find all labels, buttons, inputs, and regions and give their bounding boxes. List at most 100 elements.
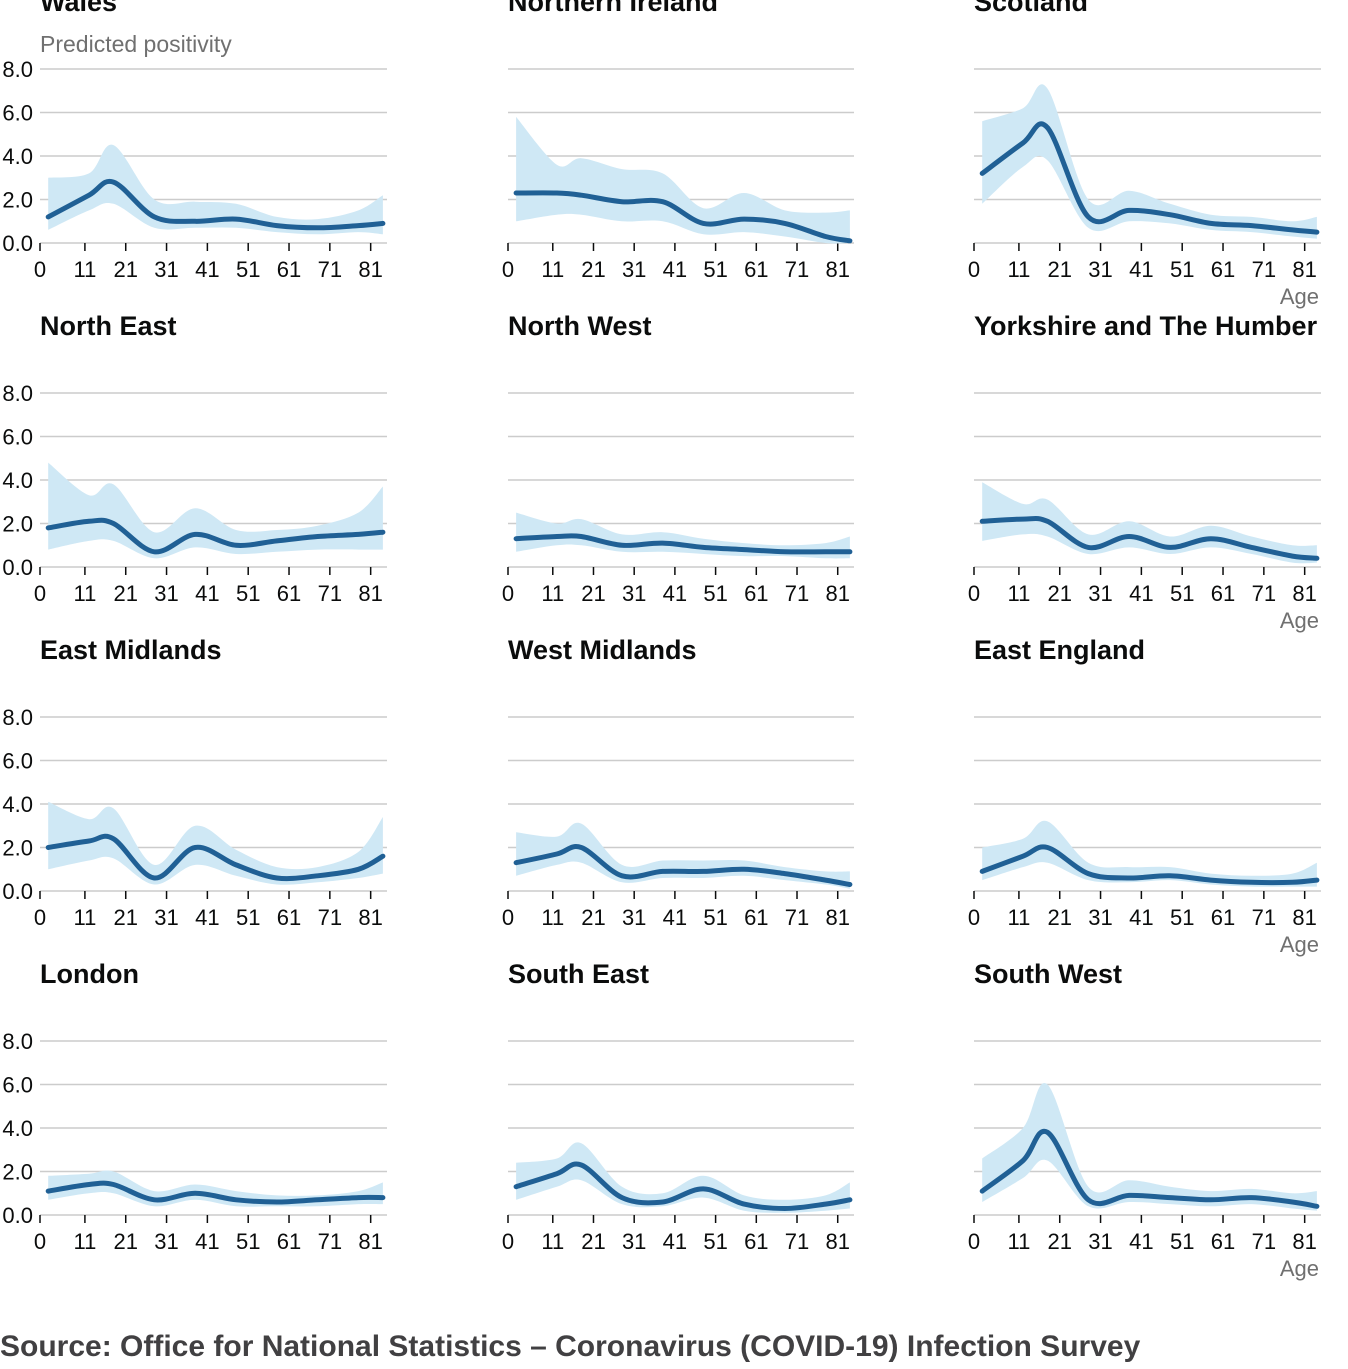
y-tick-label-north-east-4-0: 4.0 bbox=[2, 468, 33, 493]
y-tick-label-wales-8-0: 8.0 bbox=[2, 57, 33, 82]
panel-yorkshire-and-the-humber: Yorkshire and The Humber 0 11 21 31 41 51 61 71 8… bbox=[968, 311, 1321, 633]
x-tick-label-west-midlands-41: 41 bbox=[663, 905, 687, 930]
confidence-band-east-midlands bbox=[48, 801, 383, 885]
x-tick-label-north-west-21: 21 bbox=[581, 581, 605, 606]
panel-title-east-midlands: East Midlands bbox=[40, 635, 222, 665]
series-line-wales bbox=[45, 178, 386, 231]
x-tick-label-east-england-21: 21 bbox=[1047, 905, 1071, 930]
x-tick-label-west-midlands-61: 61 bbox=[744, 905, 768, 930]
panel-south-east: South East 0 11 21 31 41 51 61 71 81 bbox=[502, 959, 854, 1254]
x-tick-label-scotland-71: 71 bbox=[1252, 257, 1276, 282]
confidence-band-wales bbox=[48, 144, 383, 235]
x-tick-label-west-midlands-21: 21 bbox=[581, 905, 605, 930]
y-tick-label-north-east-0-0: 0.0 bbox=[2, 555, 33, 580]
x-tick-label-east-england-71: 71 bbox=[1252, 905, 1276, 930]
x-tick-label-wales-11: 11 bbox=[73, 257, 96, 282]
x-tick-label-scotland-51: 51 bbox=[1170, 257, 1194, 282]
x-tick-label-yorkshire-and-the-humber-31: 31 bbox=[1088, 581, 1112, 606]
panel-title-yorkshire-and-the-humber: Yorkshire and The Humber bbox=[974, 311, 1318, 341]
y-tick-label-london-8-0: 8.0 bbox=[2, 1029, 33, 1054]
y-tick-label-wales-4-0: 4.0 bbox=[2, 144, 33, 169]
x-tick-label-north-west-51: 51 bbox=[703, 581, 727, 606]
panel-london: London 0.0 2.0 4.0 6.0 8.0 0 11 21 31 41 51 61 71 81 bbox=[2, 959, 387, 1254]
y-tick-label-london-6-0: 6.0 bbox=[2, 1073, 33, 1098]
confidence-band-north-east bbox=[48, 462, 383, 559]
series-line-northern-ireland bbox=[513, 190, 853, 244]
x-tick-label-yorkshire-and-the-humber-21: 21 bbox=[1047, 581, 1071, 606]
x-tick-label-south-east-71: 71 bbox=[785, 1229, 809, 1254]
confidence-band-west-midlands bbox=[516, 822, 850, 889]
x-tick-label-south-east-31: 31 bbox=[622, 1229, 646, 1254]
x-tick-label-north-east-51: 51 bbox=[236, 581, 260, 606]
x-tick-label-scotland-41: 41 bbox=[1129, 257, 1153, 282]
x-tick-label-london-81: 81 bbox=[358, 1229, 382, 1254]
x-tick-label-yorkshire-and-the-humber-81: 81 bbox=[1292, 581, 1316, 606]
x-tick-label-east-midlands-0: 0 bbox=[34, 905, 46, 930]
x-tick-label-northern-ireland-51: 51 bbox=[703, 257, 727, 282]
x-tick-label-wales-41: 41 bbox=[195, 257, 219, 282]
panel-northern-ireland: Northern Ireland 0 11 21 31 41 51 61 71 81 bbox=[502, 0, 854, 282]
series-line-south-east bbox=[513, 1161, 853, 1211]
x-tick-label-north-west-81: 81 bbox=[825, 581, 849, 606]
y-tick-label-london-2-0: 2.0 bbox=[2, 1160, 33, 1185]
panel-title-london: London bbox=[40, 959, 139, 989]
panel-north-east: North East 0.0 2.0 4.0 6.0 8.0 0 11 21 31 41 51 61 71… bbox=[2, 311, 387, 606]
x-tick-label-east-midlands-41: 41 bbox=[195, 905, 219, 930]
series-line-north-east bbox=[45, 517, 386, 555]
x-axis-label-south-west: Age bbox=[1280, 1256, 1319, 1281]
series-line-west-midlands bbox=[513, 844, 853, 887]
x-tick-label-north-west-41: 41 bbox=[663, 581, 687, 606]
confidence-band-south-east bbox=[516, 1142, 850, 1213]
x-axis-label-east-england: Age bbox=[1280, 932, 1319, 957]
x-tick-label-south-east-51: 51 bbox=[703, 1229, 727, 1254]
y-tick-label-east-midlands-0-0: 0.0 bbox=[2, 879, 33, 904]
y-tick-label-london-4-0: 4.0 bbox=[2, 1116, 33, 1141]
x-tick-label-scotland-11: 11 bbox=[1007, 257, 1030, 282]
x-tick-label-london-0: 0 bbox=[34, 1229, 46, 1254]
x-tick-label-northern-ireland-11: 11 bbox=[541, 257, 564, 282]
x-tick-label-east-midlands-51: 51 bbox=[236, 905, 260, 930]
x-axis-label-yorkshire-and-the-humber: Age bbox=[1280, 608, 1319, 633]
panel-title-northern-ireland: Northern Ireland bbox=[508, 0, 718, 17]
x-tick-label-wales-81: 81 bbox=[358, 257, 382, 282]
x-tick-label-london-71: 71 bbox=[318, 1229, 342, 1254]
x-tick-label-yorkshire-and-the-humber-61: 61 bbox=[1211, 581, 1235, 606]
x-tick-label-northern-ireland-21: 21 bbox=[581, 257, 605, 282]
panel-wales: Wales Predicted positivity 0.0 2.0 4.0 6.0 8.0… bbox=[2, 0, 387, 282]
x-tick-label-yorkshire-and-the-humber-0: 0 bbox=[968, 581, 980, 606]
panel-title-south-west: South West bbox=[974, 959, 1122, 989]
x-tick-label-northern-ireland-71: 71 bbox=[785, 257, 809, 282]
x-tick-label-west-midlands-31: 31 bbox=[622, 905, 646, 930]
x-tick-label-east-midlands-71: 71 bbox=[318, 905, 342, 930]
x-tick-label-south-west-61: 61 bbox=[1211, 1229, 1235, 1254]
x-tick-label-west-midlands-0: 0 bbox=[502, 905, 514, 930]
x-tick-label-east-england-11: 11 bbox=[1007, 905, 1030, 930]
x-tick-label-north-east-71: 71 bbox=[318, 581, 342, 606]
x-tick-label-east-midlands-61: 61 bbox=[277, 905, 301, 930]
confidence-band-northern-ireland bbox=[516, 116, 850, 244]
y-tick-label-north-east-8-0: 8.0 bbox=[2, 381, 33, 406]
y-tick-label-north-east-6-0: 6.0 bbox=[2, 425, 33, 450]
panel-title-wales: Wales bbox=[40, 0, 117, 17]
x-tick-label-london-61: 61 bbox=[277, 1229, 301, 1254]
x-tick-label-london-31: 31 bbox=[154, 1229, 178, 1254]
x-tick-label-london-41: 41 bbox=[195, 1229, 219, 1254]
series-line-east-england bbox=[979, 844, 1320, 886]
x-tick-label-northern-ireland-31: 31 bbox=[622, 257, 646, 282]
x-tick-label-north-east-21: 21 bbox=[113, 581, 137, 606]
confidence-band-south-west bbox=[982, 1083, 1317, 1211]
y-tick-label-east-midlands-4-0: 4.0 bbox=[2, 792, 33, 817]
panel-north-west: North West 0 11 21 31 41 51 61 71 81 bbox=[502, 311, 854, 606]
x-tick-label-yorkshire-and-the-humber-11: 11 bbox=[1007, 581, 1030, 606]
x-tick-label-scotland-81: 81 bbox=[1292, 257, 1316, 282]
x-tick-label-south-west-41: 41 bbox=[1129, 1229, 1153, 1254]
x-tick-label-east-england-41: 41 bbox=[1129, 905, 1153, 930]
x-tick-label-north-east-31: 31 bbox=[154, 581, 178, 606]
series-line-north-west bbox=[513, 533, 853, 555]
x-tick-label-south-west-71: 71 bbox=[1252, 1229, 1276, 1254]
x-tick-label-wales-21: 21 bbox=[113, 257, 137, 282]
x-tick-label-london-51: 51 bbox=[236, 1229, 260, 1254]
x-tick-label-scotland-31: 31 bbox=[1088, 257, 1112, 282]
